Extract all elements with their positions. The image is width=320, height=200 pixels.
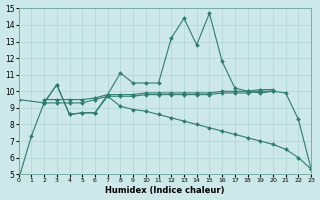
- X-axis label: Humidex (Indice chaleur): Humidex (Indice chaleur): [105, 186, 225, 195]
